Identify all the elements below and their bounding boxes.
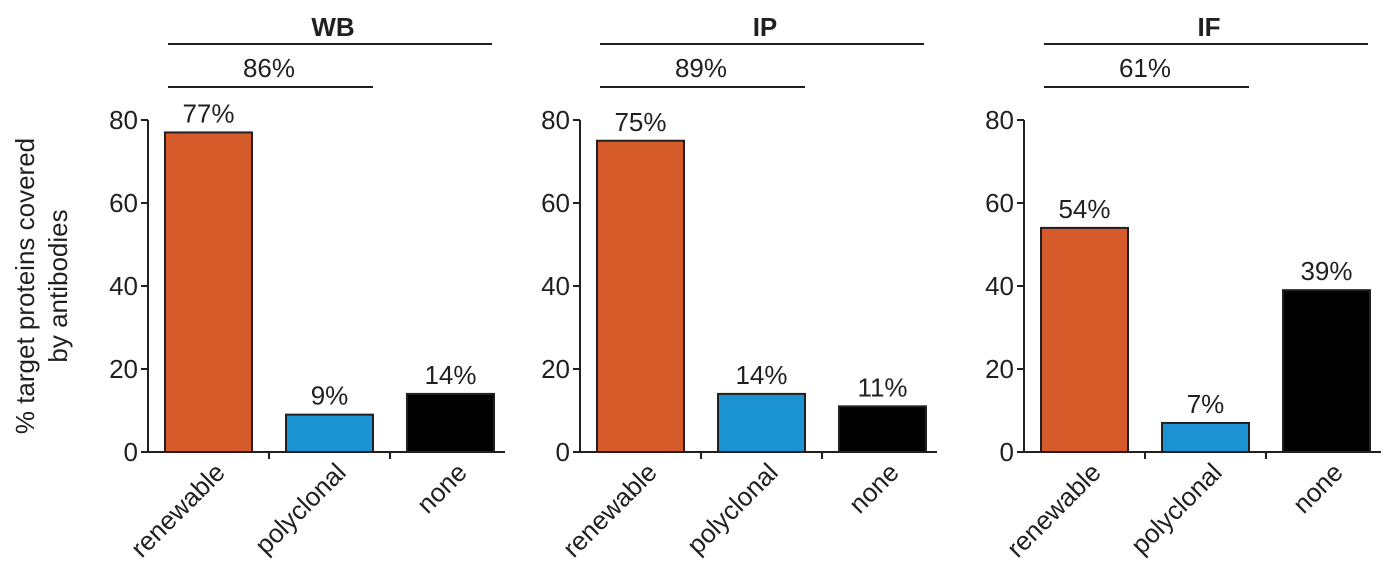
category-label-none: none: [1287, 457, 1349, 519]
panel-title: IP: [753, 12, 778, 42]
category-label-polyclonal: polyclonal: [681, 457, 784, 560]
y-tick-label: 40: [985, 271, 1014, 301]
data-label-none: 14%: [424, 360, 476, 390]
bar-renewable: [1040, 226, 1129, 453]
panel-title: IF: [1197, 12, 1220, 42]
category-label-polyclonal: polyclonal: [1125, 457, 1228, 560]
y-tick-label: 80: [109, 105, 138, 135]
bar-none: [838, 405, 927, 454]
bar-polyclonal: [285, 413, 374, 453]
y-tick-label: 80: [985, 105, 1014, 135]
category-label-none: none: [843, 457, 905, 519]
bar-polyclonal: [717, 392, 806, 453]
bar-none: [1282, 289, 1371, 453]
bar-renewable: [596, 139, 685, 453]
bracket-label: 86%: [243, 53, 295, 83]
panel-title: WB: [311, 12, 354, 42]
y-axis-label-line-1: % target proteins covered: [10, 138, 40, 434]
y-tick-label: 20: [541, 354, 570, 384]
category-label-renewable: renewable: [1001, 457, 1107, 563]
data-label-renewable: 75%: [614, 107, 666, 137]
y-tick-label: 60: [109, 188, 138, 218]
y-tick-label: 60: [541, 188, 570, 218]
data-label-renewable: 77%: [182, 98, 234, 128]
bracket-label: 89%: [675, 53, 727, 83]
data-label-polyclonal: 9%: [311, 381, 349, 411]
y-tick-label: 80: [541, 105, 570, 135]
y-tick-label: 20: [109, 354, 138, 384]
y-tick-label: 60: [985, 188, 1014, 218]
data-label-none: 39%: [1300, 256, 1352, 286]
y-tick-label: 0: [124, 437, 138, 467]
category-label-renewable: renewable: [125, 457, 231, 563]
data-label-none: 11%: [857, 372, 907, 402]
y-axis: 0 20 40 60 80: [985, 105, 1025, 467]
y-axis: 0 20 40 60 80: [541, 105, 581, 467]
y-tick-label: 0: [556, 437, 570, 467]
bracket-label: 61%: [1119, 53, 1171, 83]
bar-renewable: [164, 131, 253, 453]
y-tick-label: 40: [541, 271, 570, 301]
panel-ip: IP 89% 0 20 40 60 80 75% renewable 14% polyclonal 1…: [541, 12, 937, 563]
panel-wb: WB 86% 0 20 40 60 80 77% renewable 9% polyclonal 14…: [109, 12, 505, 563]
data-label-polyclonal: 14%: [735, 360, 787, 390]
y-axis: 0 20 40 60 80: [109, 105, 149, 467]
category-label-renewable: renewable: [557, 457, 663, 563]
y-tick-label: 20: [985, 354, 1014, 384]
category-label-none: none: [411, 457, 473, 519]
data-label-polyclonal: 7%: [1187, 389, 1225, 419]
bar-none: [406, 392, 495, 453]
data-label-renewable: 54%: [1058, 194, 1110, 224]
y-axis-label-line-2: by antibodies: [43, 209, 73, 362]
y-tick-label: 40: [109, 271, 138, 301]
bar-polyclonal: [1161, 421, 1250, 454]
category-label-polyclonal: polyclonal: [249, 457, 352, 560]
y-tick-label: 0: [1000, 437, 1014, 467]
chart-panels: WB 86% 0 20 40 60 80 77% renewable 9% polyclonal 14…: [109, 12, 1381, 563]
panel-if: IF 61% 0 20 40 60 80 54% renewable 7% polyclonal 39…: [985, 12, 1381, 563]
